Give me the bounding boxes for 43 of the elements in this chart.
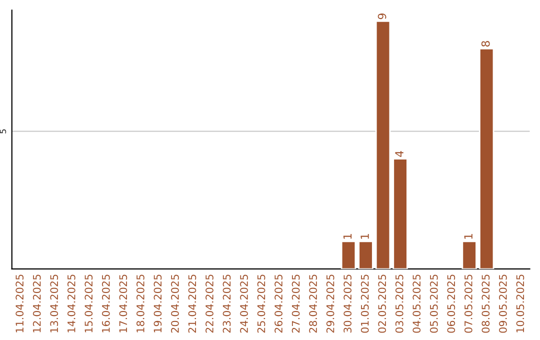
x-tick-label: 26.04.2025 <box>274 274 282 333</box>
x-tick-label: 21.04.2025 <box>188 274 196 333</box>
data-label: 8 <box>481 41 490 47</box>
x-tick-label: 10.05.2025 <box>516 274 524 332</box>
x-tick-label: 30.04.2025 <box>344 274 352 333</box>
x-tick-label: 14.04.2025 <box>67 274 76 332</box>
data-label: 4 <box>395 151 404 157</box>
x-tick-label: 25.04.2025 <box>257 274 266 333</box>
x-tick-label: 05.05.2025 <box>430 274 438 333</box>
x-tick-label: 29.04.2025 <box>326 274 334 333</box>
ref-line-label: 5 <box>0 129 6 134</box>
x-tick-label: 01.05.2025 <box>360 274 369 333</box>
x-tick-label: 02.05.2025 <box>378 274 386 333</box>
data-label: 9 <box>378 14 386 20</box>
x-tick-label: 07.05.2025 <box>464 274 472 333</box>
x-tick-label: 11.04.2025 <box>16 274 24 332</box>
x-tick-label: 18.04.2025 <box>136 274 144 332</box>
x-tick-label: 13.04.2025 <box>50 274 58 332</box>
x-tick-label: 28.04.2025 <box>309 274 317 333</box>
data-label: 1 <box>464 234 472 239</box>
x-tick-label: 03.05.2025 <box>395 274 404 333</box>
x-tick-label: 27.04.2025 <box>292 274 300 333</box>
x-tick-label: 04.05.2025 <box>412 274 421 333</box>
bar <box>462 240 477 269</box>
x-tick-label: 08.05.2025 <box>482 274 490 333</box>
x-tick-label: 23.04.2025 <box>222 274 231 333</box>
x-tick-label: 15.04.2025 <box>84 274 93 332</box>
bar <box>340 240 356 269</box>
x-tick-label: 19.04.2025 <box>154 274 162 332</box>
x-tick-label: 20.04.2025 <box>171 274 179 333</box>
bar <box>478 48 494 269</box>
x-tick-label: 09.05.2025 <box>498 274 507 333</box>
x-tick-label: 22.04.2025 <box>206 274 214 333</box>
bar <box>375 20 391 269</box>
x-tick-label: 17.04.2025 <box>119 274 128 332</box>
x-tick-label: 06.05.2025 <box>447 274 456 333</box>
x-tick-label: 16.04.2025 <box>102 274 110 332</box>
data-label: 1 <box>360 234 369 239</box>
bar <box>358 240 374 269</box>
bar <box>392 158 408 269</box>
x-tick-label: 12.04.2025 <box>32 274 41 332</box>
x-tick-label: 24.04.2025 <box>240 274 248 333</box>
data-label: 1 <box>343 234 352 239</box>
